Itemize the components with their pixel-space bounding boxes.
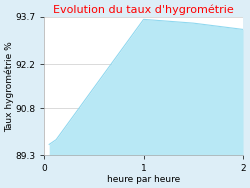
- Y-axis label: Taux hygrométrie %: Taux hygrométrie %: [4, 41, 14, 131]
- X-axis label: heure par heure: heure par heure: [107, 175, 180, 184]
- Title: Evolution du taux d'hygrométrie: Evolution du taux d'hygrométrie: [53, 4, 234, 15]
